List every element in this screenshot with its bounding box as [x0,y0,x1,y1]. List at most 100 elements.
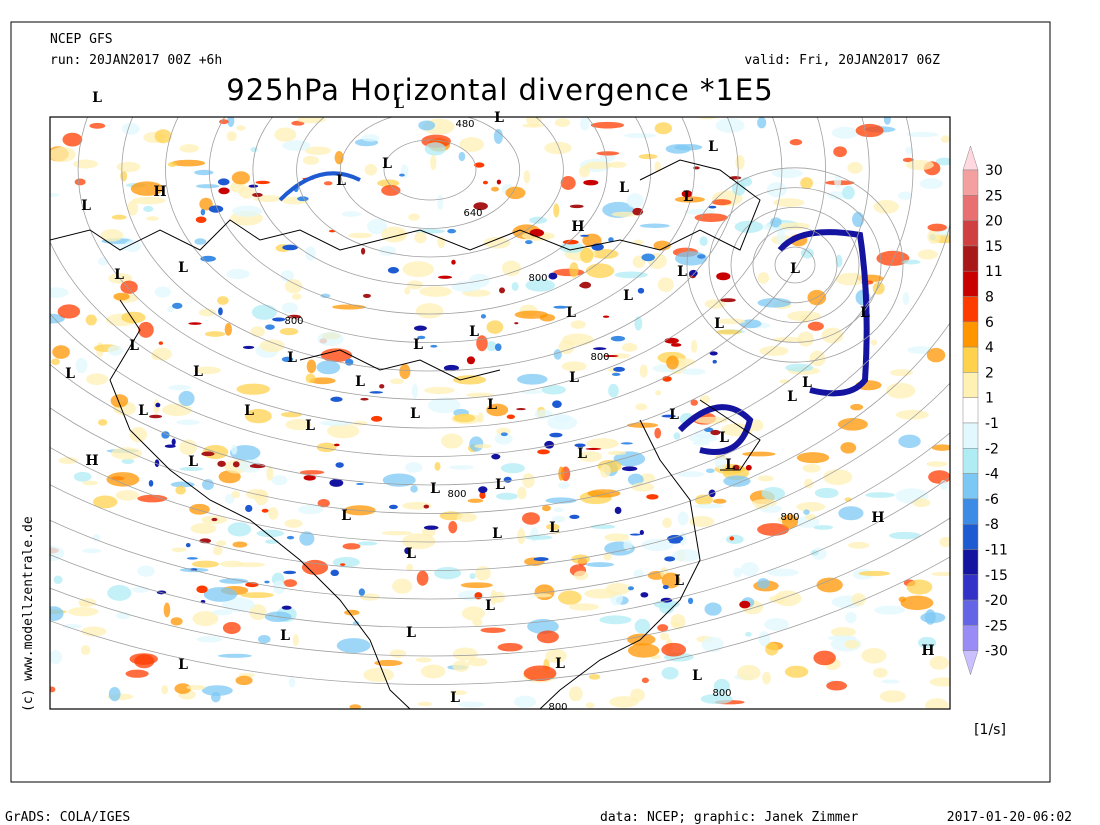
field-blob [61,624,82,629]
field-blob [782,514,799,529]
field-blob [158,341,163,345]
field-blob [729,536,735,541]
field-blob [542,505,551,512]
field-blob [906,131,939,138]
field-blob [690,399,698,406]
pressure-center: H [871,510,884,526]
pressure-center: L [450,690,460,706]
field-blob [607,450,627,456]
field-blob [670,613,686,630]
field-blob [282,140,311,151]
pressure-center: L [65,366,75,382]
field-blob [50,287,69,298]
field-blob [848,541,870,549]
field-blob [662,517,672,529]
field-blob [57,304,81,319]
field-blob [906,579,933,595]
model: NCEP GFS [50,32,113,47]
field-blob [284,519,303,528]
front [278,171,361,202]
field-blob [758,631,771,647]
field-blob [640,592,649,598]
field-blob [661,642,687,657]
field-blob [641,253,655,262]
field-blob [342,543,361,550]
field-blob [627,473,644,486]
field-blob [610,335,626,342]
field-blob [283,570,297,575]
field-blob [674,144,703,151]
field-blob [712,359,717,364]
field-blob [443,364,459,372]
field-blob [585,562,615,568]
field-blob [876,250,910,266]
field-blob [745,464,752,471]
field-blob [292,293,302,300]
field-blob [641,538,674,552]
field-blob [265,324,275,330]
pressure-center: L [410,406,420,422]
field-blob [357,541,378,546]
field-blob [529,229,545,237]
field-blob [558,481,570,489]
field-blob [458,151,466,162]
field-blob [939,536,950,548]
field-blob [861,647,887,664]
field-blob [764,618,789,631]
field-blob [306,359,317,374]
field-blob [725,534,744,545]
field-blob [299,470,325,475]
field-blob [480,627,506,633]
field-blob [86,373,109,385]
field-blob [865,492,895,498]
field-blob [253,195,284,202]
field-blob [473,202,488,211]
pressure-center: L [178,260,188,276]
field-blob [124,240,141,253]
field-blob [494,343,502,352]
field-blob [186,684,206,690]
field-blob [170,481,195,488]
field-blob [430,344,438,348]
field-blob [212,545,223,556]
field-blob [335,462,344,468]
field-blob [467,657,488,667]
field-blob [603,552,612,561]
isobar [50,432,950,600]
field-blob [195,216,207,223]
field-blob [558,590,582,605]
field-blob [881,679,900,684]
isobar [50,322,950,543]
field-blob [219,119,229,125]
field-blob [895,409,929,420]
field-blob [580,117,590,131]
field-blob [552,515,566,523]
field-blob [217,178,230,186]
field-blob [301,559,329,575]
field-blob [222,621,241,634]
field-blob [486,320,504,334]
colorbar-box [962,169,979,196]
field-blob [244,408,272,424]
field-blob [571,554,591,564]
field-blob [838,506,864,521]
field-blob [666,355,679,370]
field-blob [336,638,371,654]
run: run: 20JAN2017 00Z +6h [50,53,222,68]
contour-label: 640 [463,208,482,219]
field-blob [823,469,853,485]
field-blob [404,287,411,295]
field-blob [224,493,235,504]
field-blob [130,181,164,196]
field-blob [480,314,486,319]
field-blob [690,339,698,353]
field-blob [757,475,774,482]
field-blob [50,686,56,693]
field-blob [850,403,864,411]
field-blob [79,601,90,608]
field-blob [927,223,947,232]
field-blob [757,298,792,308]
field-blob [235,675,253,686]
field-blob [430,154,437,171]
field-blob [75,357,88,374]
